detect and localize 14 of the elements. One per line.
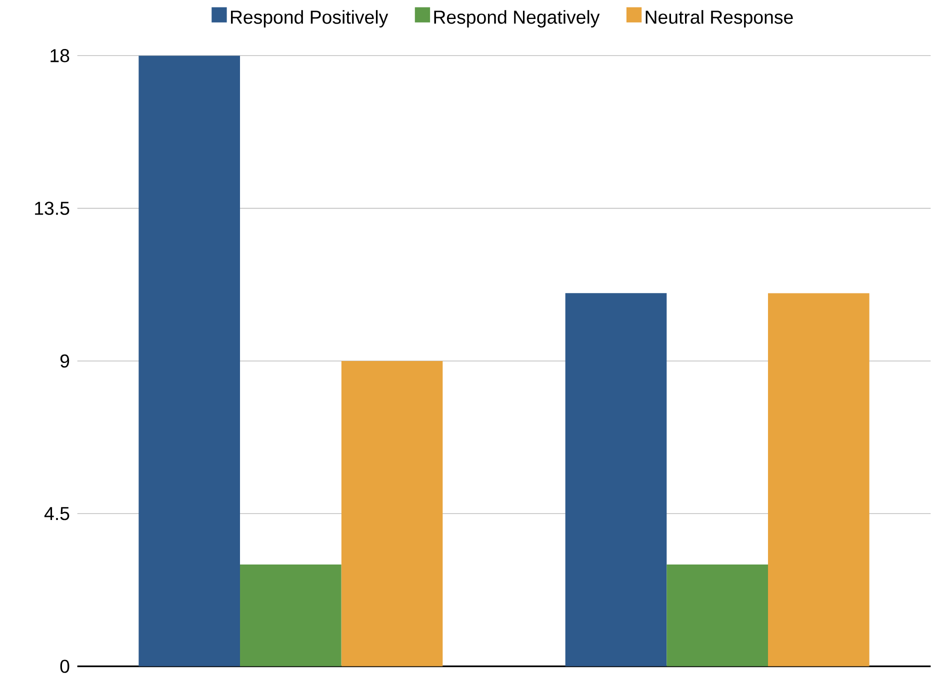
bar <box>341 360 443 666</box>
legend-label: Neutral Response <box>646 10 793 28</box>
bar <box>138 56 240 666</box>
legend-label: Respond Negatively <box>434 10 600 28</box>
y-tick-label: 0 <box>60 660 70 673</box>
bar <box>565 293 667 666</box>
legend-label: Respond Positively <box>230 10 388 28</box>
y-tick-label: 18 <box>50 49 70 62</box>
y-tick-label: 9 <box>60 354 70 368</box>
bar <box>666 564 768 666</box>
y-tick-label: 4.5 <box>44 507 70 520</box>
y-tick-label: 13.5 <box>35 202 70 215</box>
bar <box>240 564 342 666</box>
bar <box>768 293 870 666</box>
